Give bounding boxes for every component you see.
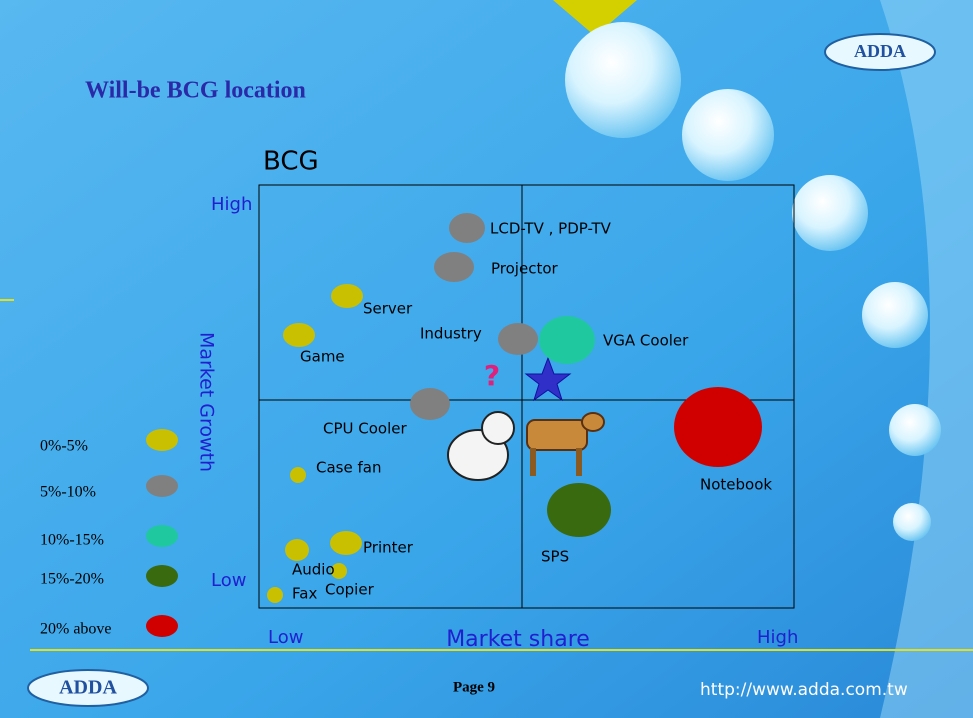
legend-label: 20% above — [40, 621, 112, 638]
cow-head — [581, 412, 605, 432]
bubble-label: Game — [300, 348, 345, 366]
matrix-frame — [258, 184, 795, 609]
sphere — [565, 22, 681, 138]
sphere — [682, 89, 774, 181]
spheres — [565, 22, 941, 541]
bubble-label: Printer — [363, 539, 414, 557]
sphere — [893, 503, 931, 541]
bubble — [410, 388, 450, 420]
y-low: Low — [211, 570, 246, 591]
footer-logo: ADDA — [59, 677, 117, 699]
legend-swatch — [146, 615, 178, 637]
title: Will-be BCG location — [85, 78, 306, 104]
x-low: Low — [268, 627, 303, 648]
footer-logo-bg — [27, 669, 149, 707]
bubble-label: Projector — [491, 260, 558, 278]
bubble — [331, 563, 347, 579]
cow-icon — [526, 412, 605, 476]
url: http://www.adda.com.tw — [700, 680, 908, 700]
y-axis-label: Market Growth — [196, 332, 218, 472]
sphere — [889, 404, 941, 456]
bubble-label: Fax — [292, 585, 317, 603]
bubble — [498, 323, 538, 355]
dog-head — [481, 411, 515, 445]
decor-triangle — [553, 0, 637, 36]
bubble-label: Copier — [325, 581, 375, 599]
bubble-label: Notebook — [700, 476, 772, 494]
bubble — [283, 323, 315, 347]
legend: 0%-5% 5%-10% 10%-15% 15%-20% 20% above — [40, 429, 178, 638]
logo-bg — [824, 33, 936, 71]
legend-label: 0%-5% — [40, 438, 88, 455]
bubble — [434, 252, 474, 282]
legend-label: 5%-10% — [40, 484, 96, 501]
bubble-label: Case fan — [316, 459, 381, 477]
bubble-label: VGA Cooler — [603, 332, 689, 350]
bubble-label: SPS — [541, 548, 569, 566]
bubble — [449, 213, 485, 243]
legend-swatch — [146, 429, 178, 451]
question-mark: ? — [484, 359, 500, 392]
cow-leg — [530, 448, 536, 476]
bubble — [331, 284, 363, 308]
dog-icon — [447, 411, 515, 481]
bubble-label: LCD-TV , PDP-TV — [490, 220, 612, 238]
decor-arc — [880, 0, 973, 718]
matrix-title: BCG — [263, 147, 319, 177]
cow-body — [526, 419, 588, 451]
x-high: High — [757, 627, 798, 648]
bubble — [330, 531, 362, 555]
bubble-label: Audio — [292, 561, 335, 579]
legend-label: 15%-20% — [40, 571, 104, 588]
bubble — [285, 539, 309, 561]
logo: ADDA — [854, 41, 906, 61]
bubbles: LCD-TV , PDP-TV Projector Server Game Indust… — [267, 213, 772, 603]
x-axis-label: Market share — [446, 627, 590, 652]
bubble-label: CPU Cooler — [323, 420, 407, 438]
sphere — [862, 282, 928, 348]
bubble — [674, 387, 762, 467]
y-high: High — [211, 194, 252, 215]
star — [524, 356, 572, 402]
bubble-label: Server — [363, 300, 413, 318]
legend-swatch — [146, 525, 178, 547]
sphere — [792, 175, 868, 251]
bubble — [547, 483, 611, 537]
bubble-label: Industry — [420, 325, 482, 343]
legend-label: 10%-15% — [40, 532, 104, 549]
legend-swatch — [146, 565, 178, 587]
legend-swatch — [146, 475, 178, 497]
bubble — [290, 467, 306, 483]
page-number: Page 9 — [453, 679, 495, 695]
cow-leg — [576, 448, 582, 476]
bubble — [267, 587, 283, 603]
bubble — [539, 316, 595, 364]
